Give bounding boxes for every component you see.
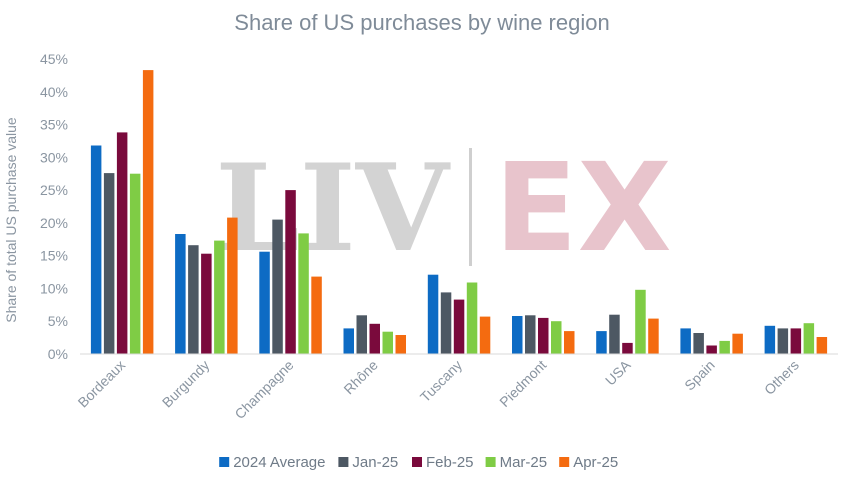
bar	[142, 70, 154, 354]
bar	[90, 145, 102, 354]
bar	[719, 340, 730, 354]
legend-swatch	[219, 457, 230, 467]
legend-label: Apr-25	[573, 454, 618, 471]
y-tick-label: 45%	[40, 51, 68, 67]
legend-label: Jan-25	[352, 454, 398, 471]
legend-swatch	[338, 457, 349, 467]
bar	[369, 323, 380, 354]
bar	[538, 317, 549, 354]
bar	[427, 274, 439, 354]
x-tick-label: Tuscany	[417, 357, 465, 405]
bar	[706, 345, 717, 354]
bar	[479, 316, 491, 354]
y-tick-label: 20%	[40, 215, 68, 231]
x-tick-label: Rhône	[340, 357, 381, 398]
x-tick-label: Others	[761, 357, 802, 398]
y-tick-label: 40%	[40, 84, 68, 100]
legend-swatch	[559, 457, 570, 467]
bar	[285, 190, 296, 354]
x-tick-label: Piedmont	[496, 357, 549, 410]
bar	[311, 276, 322, 354]
bar	[648, 318, 659, 354]
legend-label: Feb-25	[426, 454, 474, 471]
bar	[272, 219, 283, 354]
y-tick-label: 10%	[40, 280, 68, 296]
legend: 2024 Average Jan-25 Feb-25 Mar-25 Apr-25	[219, 454, 618, 471]
bar	[227, 217, 238, 354]
watermark-ex: EX	[494, 137, 671, 279]
bar	[214, 240, 225, 354]
watermark-divider	[469, 148, 472, 266]
bar	[803, 323, 815, 354]
bar	[259, 251, 270, 354]
bar	[564, 331, 575, 354]
bar	[382, 331, 393, 354]
bar	[622, 342, 633, 354]
bar	[777, 328, 789, 354]
y-tick-label: 30%	[40, 149, 68, 165]
bar	[466, 282, 478, 354]
bar	[525, 315, 536, 354]
bar	[453, 299, 465, 354]
bar	[201, 253, 212, 354]
watermark-liv: LIV	[215, 138, 451, 279]
bar	[298, 233, 309, 354]
x-tick-label: USA	[602, 356, 634, 388]
bar	[343, 328, 354, 354]
bar	[356, 315, 367, 354]
bar	[596, 331, 607, 354]
y-axis-label: Share of total US purchase value	[3, 117, 19, 323]
watermark: LIV EX	[215, 137, 672, 279]
bar	[551, 321, 562, 354]
bar	[440, 292, 452, 354]
bar	[764, 325, 776, 354]
legend-swatch	[412, 457, 422, 467]
y-tick-label: 15%	[40, 248, 68, 264]
x-tick-label: Spain	[681, 357, 718, 394]
bar	[188, 245, 199, 354]
bars	[90, 70, 828, 354]
bar	[609, 314, 620, 354]
y-axis-ticks: 0% 5% 10% 15% 20% 25% 30% 35% 40% 45%	[40, 51, 68, 362]
x-tick-label: Champagne	[231, 357, 296, 422]
bar	[732, 333, 743, 354]
bar	[129, 173, 141, 354]
bar	[175, 234, 186, 354]
bar	[816, 337, 828, 354]
y-tick-label: 5%	[48, 313, 68, 329]
chart-title: Share of US purchases by wine region	[234, 10, 609, 35]
legend-label: 2024 Average	[233, 454, 325, 471]
y-tick-label: 0%	[48, 346, 68, 362]
bar	[693, 333, 704, 354]
y-tick-label: 25%	[40, 182, 68, 198]
legend-label: Mar-25	[500, 454, 548, 471]
legend-swatch	[485, 457, 496, 467]
x-tick-label: Bordeaux	[75, 357, 129, 411]
x-tick-label: Burgundy	[159, 357, 213, 411]
bar	[512, 316, 523, 354]
bar	[395, 335, 406, 354]
bar	[103, 173, 115, 354]
y-tick-label: 35%	[40, 117, 68, 133]
bar	[635, 289, 646, 354]
bar	[116, 132, 128, 354]
x-axis-labels: Bordeaux Burgundy Champagne Rhône Tuscany Pie…	[75, 356, 802, 422]
bar	[680, 328, 691, 354]
bar	[790, 328, 802, 354]
